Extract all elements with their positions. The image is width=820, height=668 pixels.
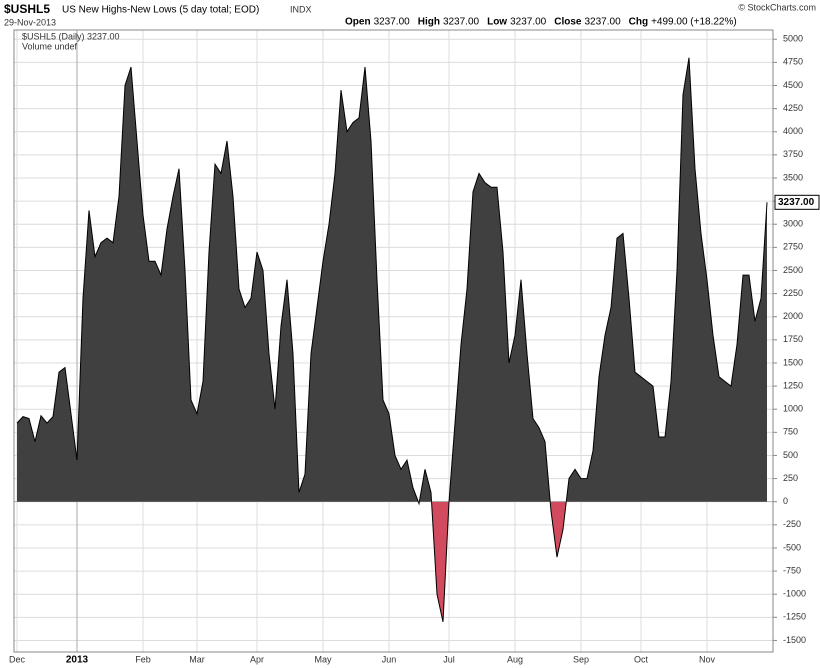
- quote-label: Chg: [629, 17, 648, 28]
- y-tick-label: -500: [783, 542, 801, 552]
- quote-label: High: [418, 17, 440, 28]
- plot: -1500 -1250 -1000 -750 -500 -250 0 250 500 750 100…: [9, 29, 820, 666]
- y-tick-label: -750: [783, 565, 801, 575]
- y-tick-label: -1500: [783, 635, 806, 645]
- y-tick-label: 3500: [783, 172, 803, 182]
- y-tick-label: 250: [783, 473, 798, 483]
- area-positive: [17, 57, 767, 502]
- quote-value: 3237.00: [584, 17, 621, 28]
- x-tick-label: Feb: [135, 654, 151, 664]
- y-tick-label: 1500: [783, 357, 803, 367]
- quote-value: 3237.00: [443, 17, 480, 28]
- exchange: INDX: [290, 4, 312, 14]
- y-tick-label: 5000: [783, 34, 803, 44]
- y-tick-label: 2250: [783, 288, 803, 298]
- plot-frame: [13, 29, 774, 653]
- y-tick-label: 500: [783, 450, 798, 460]
- line: [16, 57, 768, 623]
- y-tick-label: 0: [783, 496, 788, 506]
- quote-value: +499.00 (+18.22%): [651, 17, 737, 28]
- x-tick-label: Jul: [443, 654, 455, 664]
- y-tick-label: 3750: [783, 149, 803, 159]
- quote-label: Open: [345, 17, 371, 28]
- x-tick-label: 2013: [66, 655, 89, 666]
- quote-label: Close: [554, 17, 582, 28]
- quote-value: 3237.00: [374, 17, 411, 28]
- quote-label: Low: [487, 17, 507, 28]
- x-tick-label: Jun: [382, 654, 397, 664]
- x-tick-label: Oct: [634, 654, 649, 664]
- x-tick-label: Mar: [189, 654, 205, 664]
- x-tick-label: Apr: [250, 654, 264, 664]
- x-tick-label: Aug: [507, 654, 523, 664]
- chart-title: US New Highs-New Lows (5 day total; EOD): [62, 5, 259, 16]
- volume-note: Volume undef: [22, 41, 78, 51]
- y-tick-label: 1000: [783, 404, 803, 414]
- date: 29-Nov-2013: [4, 17, 56, 27]
- last-value-label: 3237.00: [778, 197, 815, 208]
- y-tick-label: 750: [783, 427, 798, 437]
- x-tick-label: Sep: [573, 654, 589, 664]
- y-tick-label: -1000: [783, 589, 806, 599]
- y-tick-label: -1250: [783, 612, 806, 622]
- y-tick-label: 2750: [783, 242, 803, 252]
- y-tick-label: 4000: [783, 126, 803, 136]
- copyright: © StockCharts.com: [738, 2, 816, 12]
- quote-value: 3237.00: [510, 17, 547, 28]
- y-tick-label: 4250: [783, 103, 803, 113]
- y-tick-label: 4500: [783, 80, 803, 90]
- y-tick-label: 1750: [783, 334, 803, 344]
- y-tick-label: -250: [783, 519, 801, 529]
- y-tick-label: 4750: [783, 57, 803, 67]
- quote: Open 3237.00 High 3237.00 Low 3237.00 Close 323…: [345, 17, 737, 28]
- last-value-box: [774, 194, 820, 210]
- symbol: $USHL5: [4, 2, 50, 16]
- x-tick-label: Dec: [9, 654, 26, 664]
- x-tick-label: May: [314, 654, 332, 664]
- y-tick-label: 1250: [783, 380, 803, 390]
- y-tick-label: 2500: [783, 265, 803, 275]
- y-tick-label: 3000: [783, 219, 803, 229]
- legend: $USHL5 (Daily) 3237.00: [22, 31, 120, 41]
- y-tick-label: 2000: [783, 311, 803, 321]
- x-tick-label: Nov: [699, 654, 716, 664]
